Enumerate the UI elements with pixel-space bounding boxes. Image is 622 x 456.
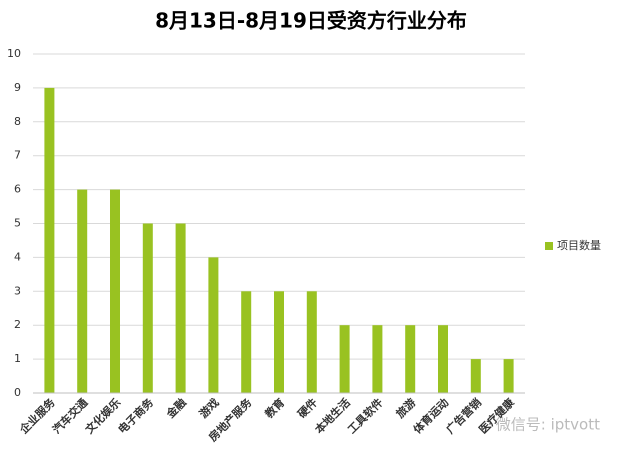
x-tick-label: 汽车交通: [49, 395, 90, 436]
y-tick-label: 2: [14, 318, 21, 331]
chart-title: 8月13日-8月19日受资方行业分布: [155, 9, 467, 33]
y-tick-label: 0: [14, 386, 21, 399]
y-tick-label: 6: [14, 183, 21, 196]
x-tick-label: 金融: [163, 395, 189, 421]
x-tick-label: 本地生活: [312, 395, 353, 436]
bar: [142, 223, 153, 393]
bar: [241, 291, 252, 393]
x-tick-label: 旅游: [393, 395, 418, 420]
y-tick-label: 5: [14, 217, 21, 230]
y-tick-label: 9: [14, 81, 21, 94]
y-tick-label: 1: [14, 352, 21, 365]
bar: [274, 291, 284, 393]
x-tick-label: 电子商务: [115, 395, 157, 437]
bar: [110, 189, 120, 393]
y-tick-label: 7: [14, 149, 21, 162]
x-tick-label: 硬件: [295, 395, 320, 420]
x-tick-label: 工具软件: [345, 395, 386, 436]
bar: [470, 359, 481, 393]
bar: [44, 87, 55, 394]
legend-label: 项目数量: [557, 239, 601, 252]
y-tick-label: 4: [14, 250, 21, 263]
x-tick-label: 体育运动: [410, 395, 451, 436]
bar: [372, 325, 383, 393]
x-tick-label: 文化娱乐: [82, 395, 123, 436]
y-tick-label: 8: [14, 115, 21, 128]
bar: [339, 325, 350, 393]
bar: [438, 325, 448, 393]
y-tick-label: 10: [7, 47, 21, 60]
bar: [405, 325, 416, 393]
x-tick-label: 企业服务: [16, 395, 58, 437]
legend-swatch: [545, 242, 553, 250]
x-tick-label: 游戏: [196, 395, 221, 420]
bar: [175, 223, 186, 393]
bar: [77, 189, 88, 393]
bar: [306, 291, 317, 393]
x-tick-label: 教育: [261, 395, 287, 421]
y-tick-label: 3: [14, 284, 21, 297]
bar: [503, 359, 514, 393]
bar: [208, 257, 219, 393]
x-tick-label: 广告营销: [443, 395, 484, 436]
watermark: 微信号: iptvott: [496, 416, 600, 434]
